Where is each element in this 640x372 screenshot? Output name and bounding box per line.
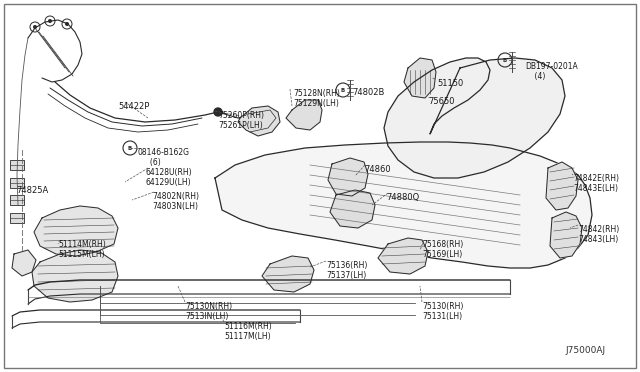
- Text: 51114M(RH)
51115M(LH): 51114M(RH) 51115M(LH): [58, 240, 106, 259]
- Text: 74842E(RH)
74843E(LH): 74842E(RH) 74843E(LH): [573, 174, 619, 193]
- Text: B: B: [128, 145, 132, 151]
- Text: 08146-B162G
     (6): 08146-B162G (6): [138, 148, 190, 167]
- Text: 74825A: 74825A: [16, 186, 48, 195]
- Text: B: B: [503, 58, 507, 62]
- Polygon shape: [378, 238, 428, 274]
- Text: 75168(RH)
75169(LH): 75168(RH) 75169(LH): [422, 240, 463, 259]
- Text: J75000AJ: J75000AJ: [566, 346, 606, 355]
- Polygon shape: [238, 106, 280, 136]
- Polygon shape: [34, 206, 118, 256]
- Text: 75260P(RH)
75261P(LH): 75260P(RH) 75261P(LH): [218, 111, 264, 131]
- Polygon shape: [32, 250, 118, 302]
- Bar: [10, 213, 24, 223]
- Circle shape: [48, 19, 52, 23]
- Text: DB197-0201A
    (4): DB197-0201A (4): [525, 62, 578, 81]
- Polygon shape: [546, 162, 578, 210]
- Text: 75130(RH)
75131(LH): 75130(RH) 75131(LH): [422, 302, 463, 321]
- Text: 75136(RH)
75137(LH): 75136(RH) 75137(LH): [326, 261, 367, 280]
- Polygon shape: [215, 142, 592, 268]
- Bar: [10, 160, 24, 170]
- Circle shape: [266, 114, 274, 122]
- Text: 74802N(RH)
74803N(LH): 74802N(RH) 74803N(LH): [152, 192, 199, 211]
- Text: 75130N(RH)
7513IN(LH): 75130N(RH) 7513IN(LH): [185, 302, 232, 321]
- Text: B: B: [341, 87, 345, 93]
- Polygon shape: [330, 190, 375, 228]
- Polygon shape: [262, 256, 314, 292]
- Polygon shape: [328, 158, 368, 196]
- Text: 74860: 74860: [364, 165, 390, 174]
- Bar: [10, 178, 24, 188]
- Text: 75128N(RH)
75129N(LH): 75128N(RH) 75129N(LH): [293, 89, 340, 108]
- Polygon shape: [384, 58, 565, 178]
- Polygon shape: [286, 100, 322, 130]
- Text: 64128U(RH)
64129U(LH): 64128U(RH) 64129U(LH): [146, 168, 193, 187]
- Circle shape: [214, 108, 222, 116]
- Polygon shape: [12, 250, 36, 276]
- Text: 51116M(RH)
51117M(LH): 51116M(RH) 51117M(LH): [224, 322, 272, 341]
- Bar: [10, 195, 24, 205]
- Circle shape: [33, 25, 37, 29]
- Polygon shape: [550, 212, 582, 258]
- Text: 75650: 75650: [428, 97, 454, 106]
- Text: 74802B: 74802B: [352, 88, 385, 97]
- Text: 54422P: 54422P: [118, 102, 149, 111]
- Circle shape: [65, 22, 69, 26]
- Text: 51150: 51150: [437, 79, 463, 88]
- Text: 74880Q: 74880Q: [386, 193, 419, 202]
- Polygon shape: [404, 58, 436, 98]
- Text: 74842(RH)
74843(LH): 74842(RH) 74843(LH): [578, 225, 620, 244]
